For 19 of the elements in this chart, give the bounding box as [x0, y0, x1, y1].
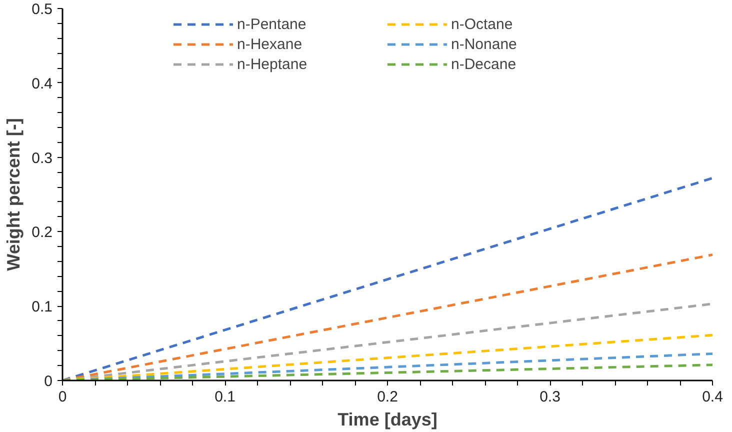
x-tick-label: 0	[58, 388, 67, 406]
y-tick-label: 0.4	[32, 75, 53, 92]
y-tick-label: 0.3	[32, 150, 53, 167]
y-tick-label: 0.2	[32, 224, 53, 242]
legend-label: n-Pentane	[237, 16, 308, 32]
x-tick-label: 0.3	[540, 388, 560, 406]
legend-label: n-Heptane	[237, 56, 308, 72]
y-tick-label: 0.1	[32, 298, 53, 316]
legend-label: n-Hexane	[237, 36, 304, 52]
x-tick-label: 0.2	[377, 388, 398, 406]
legend-label: n-Decane	[451, 56, 518, 72]
y-tick-label: 0	[44, 373, 52, 390]
x-axis-title: Time [days]	[338, 410, 438, 430]
legend-label: n-Nonane	[451, 36, 518, 52]
y-tick-label: 0.5	[32, 1, 53, 18]
legend-label: n-Octane	[451, 16, 514, 32]
x-tick-label: 0.4	[702, 388, 723, 406]
y-axis-title: Weight percent [-]	[4, 118, 24, 271]
x-tick-label: 0.1	[214, 388, 236, 406]
